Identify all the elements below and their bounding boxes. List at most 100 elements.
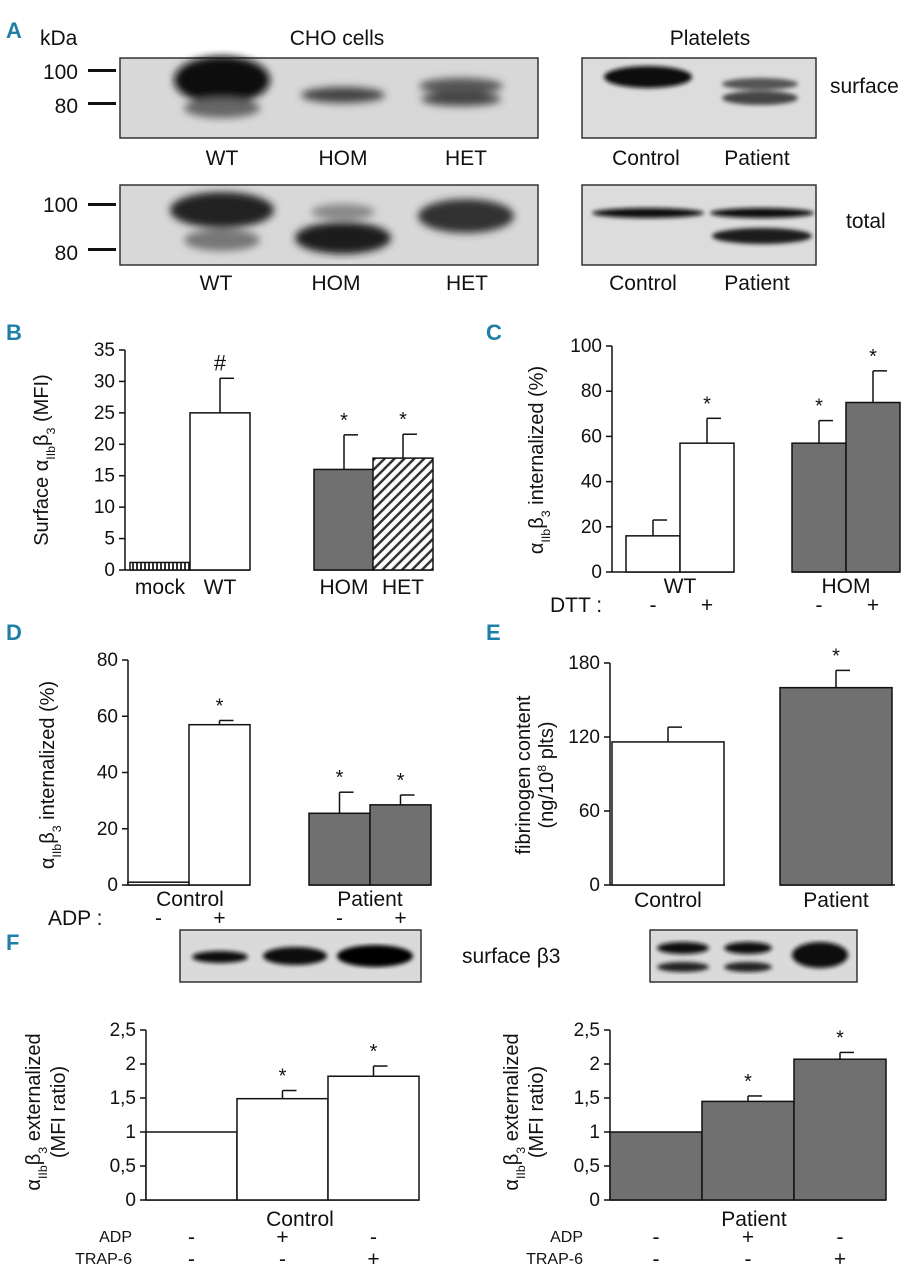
group-label: Control: [156, 888, 224, 911]
significance-marker: *: [869, 346, 877, 368]
bar: [188, 723, 251, 886]
lane-label-patient: Patient: [724, 147, 790, 170]
y-axis-label: αIIbβ3 internalized (%): [526, 366, 553, 554]
y-tick-label: 20: [581, 517, 602, 538]
y-tick-label: 0,5: [574, 1156, 600, 1177]
trap-sign: +: [834, 1248, 846, 1271]
x-tick-label: HET: [382, 576, 424, 599]
panel-a: A kDa CHO cells Platelets 100 80: [6, 18, 899, 295]
group-label: HOM: [822, 575, 871, 598]
lane-label-wt: WT: [206, 147, 239, 170]
bar: [189, 412, 251, 571]
marker-tick: [88, 102, 116, 105]
y-axis-label: (MFI ratio): [48, 1066, 70, 1158]
y-tick-label: 40: [581, 472, 602, 493]
kda-label: kDa: [40, 27, 78, 50]
y-tick-label: 20: [97, 819, 118, 840]
panel-f-label: F: [6, 930, 19, 955]
y-axis-label: (ng/108 plts): [535, 722, 558, 829]
y-tick-label: 1,5: [110, 1088, 136, 1109]
significance-marker: *: [279, 1066, 287, 1088]
treatment-sign: -: [336, 907, 343, 930]
chart-internalized-cho: 0 20 40 60 80 100 αIIbβ3 internalized (%) - * + * -…: [526, 336, 901, 617]
blot-platelets-surface: [581, 57, 817, 139]
y-tick-label: 35: [94, 340, 115, 361]
significance-marker: *: [340, 410, 348, 432]
treatment-label: DTT :: [550, 594, 602, 617]
bar: [308, 812, 371, 886]
marker-tick: [88, 248, 116, 251]
bar: [313, 468, 375, 571]
y-axis-label: αIIbβ3 internalized (%): [37, 681, 64, 869]
y-tick-label: 2,5: [110, 1020, 136, 1041]
chart-fibrinogen-content: 0 60 120 180 fibrinogen content (ng/108 plts)…: [513, 645, 895, 912]
marker-tick: [88, 203, 116, 206]
y-tick-label: 0: [107, 875, 118, 896]
blot-f-control: [179, 929, 422, 983]
treatment-sign: +: [213, 907, 225, 930]
y-tick-label: 100: [570, 336, 602, 357]
y-tick-label: 25: [94, 403, 115, 424]
y-axis-label: Surface αIIbβ3 (MFI): [31, 374, 58, 546]
significance-marker: *: [397, 770, 405, 792]
y-tick-label: 2: [589, 1054, 600, 1075]
y-axis-label: (MFI ratio): [526, 1066, 548, 1158]
y-tick-label: 1: [589, 1122, 600, 1143]
trap-sign: -: [188, 1248, 195, 1271]
y-tick-label: 0: [125, 1190, 136, 1211]
y-tick-label: 40: [97, 763, 118, 784]
significance-marker: #: [214, 350, 227, 375]
treatment-sign: +: [701, 594, 713, 617]
significance-marker: *: [815, 396, 823, 418]
chart-externalized-patient: 0 0,5 1 1,5 2 2,5 αIIbβ3 externalized (MFI rati…: [501, 1020, 887, 1271]
chart-surface-aIIbb3: 0 5 10 15 20 25 30 35 Surface αIIbβ3 (MFI) mock # W…: [31, 340, 434, 599]
blot-f-patient: [649, 929, 858, 983]
bar: [679, 442, 735, 573]
blot-cho-surface: [119, 56, 539, 139]
y-tick-label: 2,5: [574, 1020, 600, 1041]
treatment-sign: +: [867, 594, 879, 617]
blot-cho-total: [119, 184, 539, 266]
treatment-label: ADP :: [48, 907, 102, 930]
marker-80-lower: 80: [55, 242, 78, 265]
y-tick-label: 180: [568, 653, 600, 674]
panel-b-label: B: [6, 320, 22, 345]
lane-label-patient: Patient: [724, 272, 790, 295]
y-tick-label: 60: [581, 426, 602, 447]
platelets-title: Platelets: [670, 27, 751, 50]
bar: [611, 741, 725, 886]
adp-sign: -: [188, 1226, 195, 1249]
trap-sign: +: [367, 1248, 379, 1271]
lane-label-het: HET: [446, 272, 488, 295]
trap-sign: -: [653, 1248, 660, 1271]
y-tick-label: 80: [581, 381, 602, 402]
y-tick-label: 20: [94, 434, 115, 455]
surface-beta3-label: surface β3: [462, 945, 560, 968]
y-tick-label: 1: [125, 1122, 136, 1143]
row-label-adp: ADP: [550, 1229, 583, 1246]
x-tick-label: Control: [634, 889, 702, 912]
bar: [327, 1075, 420, 1201]
significance-marker: *: [832, 645, 840, 667]
y-tick-label: 0: [589, 875, 600, 896]
row-label-trap: TRAP-6: [75, 1251, 132, 1268]
treatment-sign: +: [394, 907, 406, 930]
y-tick-label: 30: [94, 371, 115, 392]
y-axis-label: αIIbβ3 externalized: [23, 1033, 50, 1190]
adp-sign: -: [370, 1226, 377, 1249]
x-tick-label: WT: [204, 576, 237, 599]
y-tick-label: 0: [591, 562, 602, 583]
lane-label-wt: WT: [200, 272, 233, 295]
chart-externalized-control: 0 0,5 1 1,5 2 2,5 αIIbβ3 externalized (MFI rati…: [23, 1020, 420, 1271]
significance-marker: *: [836, 1027, 844, 1049]
bar: [127, 881, 190, 886]
lane-label-control: Control: [612, 147, 680, 170]
marker-80-upper: 80: [55, 95, 78, 118]
panel-a-label: A: [6, 18, 22, 43]
significance-marker: *: [370, 1041, 378, 1063]
y-tick-label: 1,5: [574, 1088, 600, 1109]
y-tick-label: 5: [104, 529, 115, 550]
y-tick-label: 80: [97, 650, 118, 671]
